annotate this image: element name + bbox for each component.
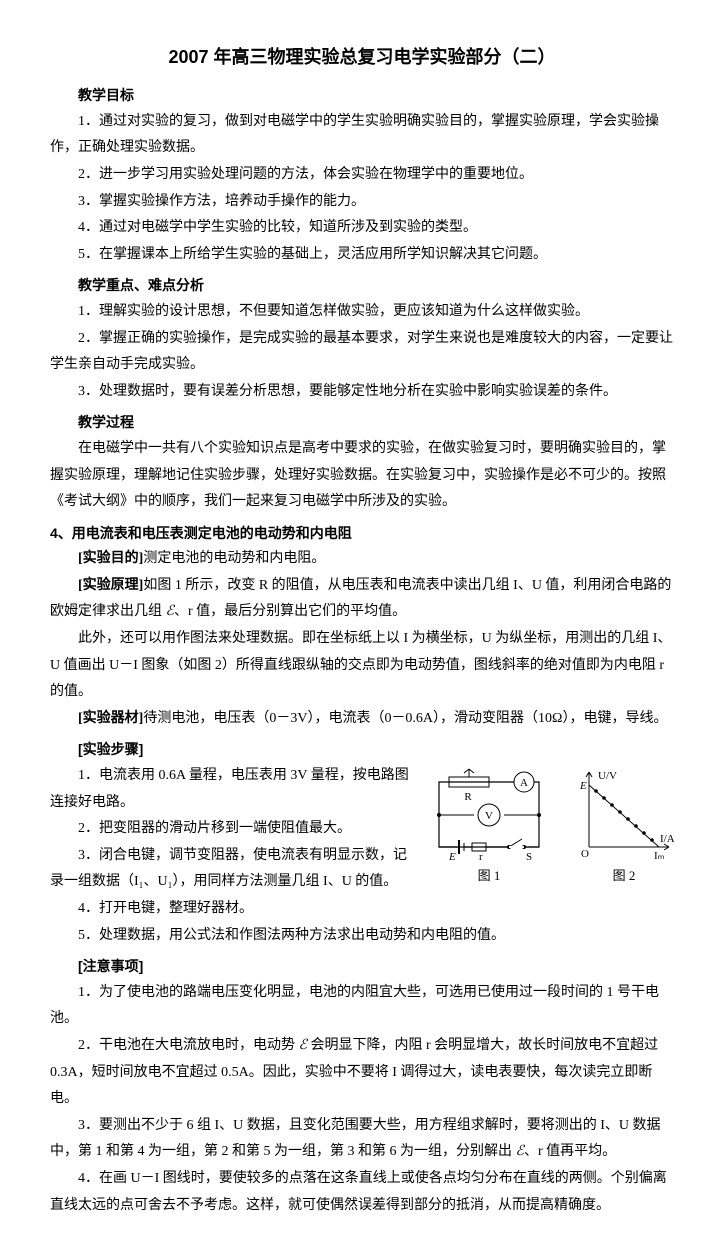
purpose-line: [实验目的]测定电池的电动势和内电阻。 [50,546,674,573]
label-im: Iₘ [654,850,665,862]
label-uv: U/V [598,770,617,782]
principle-label: [实验原理] [78,578,143,593]
ui-graph-icon: U/V E I/A Iₘ O [574,767,674,862]
focus-3: 3．处理数据时，要有误差分析思想，要能够定性地分析在实验中影响实验误差的条件。 [50,379,674,406]
note-4: 4．在画 U－I 图线时，要使较多的点落在这条直线上或使各点均匀分布在直线的两侧… [50,1166,674,1219]
figure-1-caption: 图 1 [424,864,554,889]
purpose-text: 测定电池的电动势和内电阻。 [143,551,325,566]
label-s: S [526,851,532,862]
label-ia: I/A [660,833,674,845]
equipment-line: [实验器材]待测电池，电压表（0－3V），电流表（0－0.6A），滑动变阻器（1… [50,706,674,733]
objective-3: 3．掌握实验操作方法，培养动手操作的能力。 [50,189,674,216]
objective-5: 5．在掌握课本上所给学生实验的基础上，灵活应用所学知识解决其它问题。 [50,242,674,269]
label-r: R [464,791,472,803]
objective-2: 2．进一步学习用实验处理问题的方法，体会实验在物理学中的重要地位。 [50,162,674,189]
note-3: 3．要测出不少于 6 组 I、U 数据，且变化范围要大些，用方程组求解时，要将测… [50,1113,674,1166]
emf-symbol-icon: ℰ [299,1038,307,1053]
section-4-title: 4、用电流表和电压表测定电池的电动势和内电阻 [50,520,674,547]
equipment-text: 待测电池，电压表（0－3V），电流表（0－0.6A），滑动变阻器（10Ω），电键… [143,711,667,726]
figure-2: U/V E I/A Iₘ O 图 2 [574,767,674,889]
notes-label: [注意事项] [50,953,674,980]
figures-block: R A V E r [424,767,674,889]
figure-1: R A V E r [424,767,554,889]
step-4: 4．打开电键，整理好器材。 [50,896,674,923]
label-v: V [485,810,493,822]
principle-paragraph-2: 此外，还可以用作图法来处理数据。即在坐标纸上以 I 为横坐标，U 为纵坐标，用测… [50,626,674,706]
note-1: 1．为了使电池的路端电压变化明显，电池的内阻宜大些，可选用已使用过一段时间的 1… [50,980,674,1033]
label-a: A [520,777,528,789]
label-origin: O [581,848,589,860]
purpose-label: [实验目的] [78,551,143,566]
page-title: 2007 年高三物理实验总复习电学实验部分（二） [50,40,674,74]
objective-1: 1．通过对实验的复习，做到对电磁学中的学生实验明确实验目的，掌握实验原理，学会实… [50,109,674,162]
equipment-label: [实验器材] [78,711,143,726]
label-internal-r: r [479,851,483,862]
circuit-diagram-icon: R A V E r [424,767,554,862]
step-5: 5．处理数据，用公式法和作图法两种方法求出电动势和内电阻的值。 [50,923,674,950]
note-3b: 、r 值再平均。 [524,1144,616,1159]
heading-focus: 教学重点、难点分析 [50,272,674,299]
figure-2-caption: 图 2 [574,864,674,889]
emf-symbol-icon: ℰ [166,604,174,619]
label-graph-e: E [579,780,587,792]
note-2: 2．干电池在大电流放电时，电动势 ℰ 会明显下降，内阻 r 会明显增大，故长时间… [50,1033,674,1113]
focus-2: 2．掌握正确的实验操作，是完成实验的最基本要求，对学生来说也是难度较大的内容，一… [50,326,674,379]
principle-line-1: [实验原理]如图 1 所示，改变 R 的阻值，从电压表和电流表中读出几组 I、U… [50,573,674,626]
focus-1: 1．理解实验的设计思想，不但要知道怎样做实验，更应该知道为什么这样做实验。 [50,299,674,326]
label-e: E [448,851,456,862]
objective-4: 4．通过对电磁学中学生实验的比较，知道所涉及到实验的类型。 [50,215,674,242]
steps-label: [实验步骤] [50,736,674,763]
emf-symbol-icon: ℰ [516,1144,524,1159]
heading-objectives: 教学目标 [50,82,674,109]
principle-text-2: 、r 值，最后分别算出它们的平均值。 [174,604,406,619]
process-paragraph: 在电磁学中一共有八个实验知识点是高考中要求的实验，在做实验复习时，要明确实验目的… [50,436,674,516]
note-2a: 2．干电池在大电流放电时，电动势 [78,1038,299,1053]
heading-process: 教学过程 [50,409,674,436]
